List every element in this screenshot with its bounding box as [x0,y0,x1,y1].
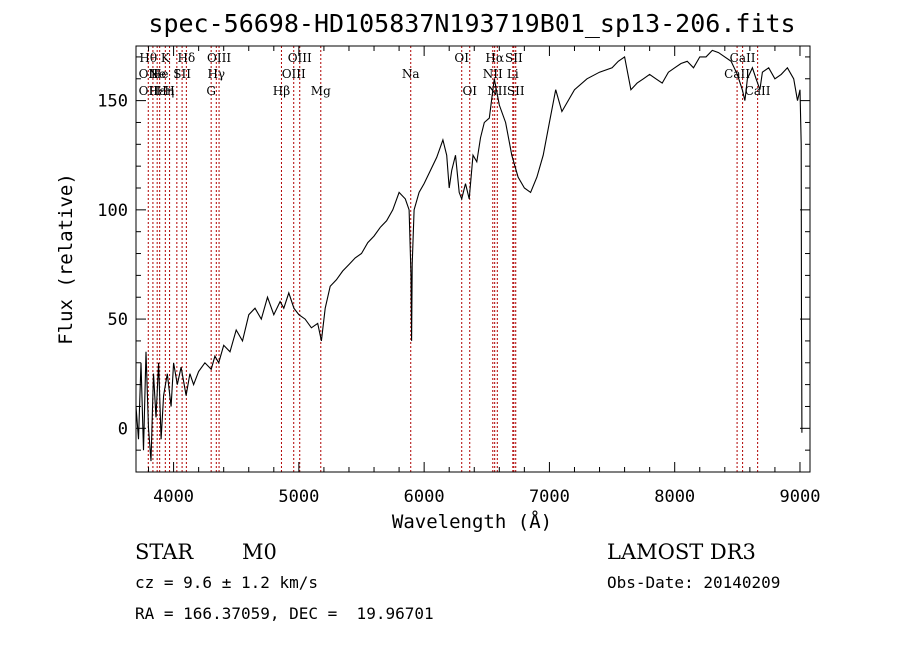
survey-name: LAMOST DR3 [607,540,756,564]
observation-date: Obs-Date: 20140209 [607,573,781,592]
line-label-27-2: CaII [745,84,771,98]
y-axis-label: Flux (relative) [55,173,77,345]
x-axis-label: Wavelength (Å) [392,510,552,533]
spectral-line-labels: HθOIIOIINeHεHeKHηHISIIHδGHγOIIIHβOIIIOII… [139,51,771,98]
spectral-line-markers [147,46,759,472]
line-label-9-2: G [206,84,216,98]
x-tick-label-7000: 7000 [529,487,570,507]
line-label-15-2: Mg [311,84,331,98]
line-label-24-2: SII [507,84,525,98]
spectrum-series-line [135,49,803,462]
y-tick-label-100: 100 [97,201,128,221]
y-tick-label-150: 150 [97,92,128,112]
x-tick-label-4000: 4000 [153,487,194,507]
line-label-14-0: OIII [288,51,312,65]
line-label-5-2: H [164,84,174,98]
line-label-16-1: Na [402,67,420,81]
line-label-18-2: OI [462,84,477,98]
line-label-11-0: OIII [207,51,231,65]
line-label-2-1: Ne [148,67,166,81]
y-tick-label-50: 50 [108,310,128,330]
y-axis-ticks: 0 50 100 150 [97,56,810,451]
line-label-19-1: NII [483,67,503,81]
line-label-8-0: Hδ [178,51,196,65]
x-tick-label-5000: 5000 [278,487,319,507]
line-label-20-0: Hα [485,51,504,65]
spectrum-chart: spec-56698-HD105837N193719B01_sp13-206.f… [55,9,821,533]
line-label-2-2: Hε [149,84,166,98]
chart-title: spec-56698-HD105837N193719B01_sp13-206.f… [148,9,795,38]
sky-coordinates: RA = 166.37059, DEC = 19.96701 [135,604,434,623]
redshift-velocity: cz = 9.6 ± 1.2 km/s [135,573,319,592]
x-tick-label-6000: 6000 [404,487,445,507]
line-label-7-1: SII [173,67,191,81]
line-label-23-0: SII [505,51,523,65]
line-label-6-1: I [174,67,179,81]
line-label-4-0: K [161,51,171,65]
line-label-0-1: OII [139,67,159,81]
line-label-26-0: CaII [730,51,756,65]
y-tick-label-0: 0 [118,419,128,439]
line-label-17-0: OI [454,51,469,65]
line-label-0-0: Hθ [139,51,157,65]
x-tick-label-8000: 8000 [654,487,695,507]
x-axis-ticks: 4000 5000 6000 7000 8000 9000 [148,46,821,507]
line-label-12-2: Hβ [273,84,290,98]
line-label-0-2: OII [139,84,159,98]
plot-frame [135,45,811,473]
line-label-13-1: OIII [282,67,306,81]
line-label-3-1: He [151,67,169,81]
object-class: STAR [135,540,194,564]
line-label-10-1: Hγ [207,67,225,81]
object-subclass: M0 [242,540,277,564]
x-tick-label-9000: 9000 [780,487,821,507]
line-label-22-1: Li [507,67,519,81]
line-label-4-2: Hη [156,84,174,98]
